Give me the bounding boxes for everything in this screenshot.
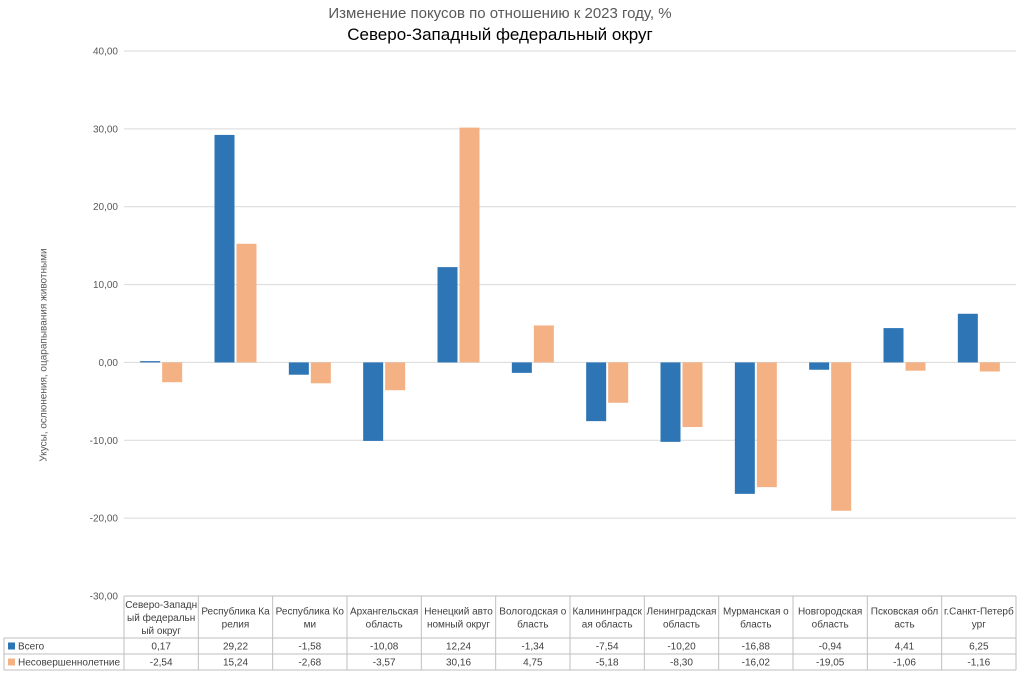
- category-label: ург: [972, 620, 986, 631]
- data-label: -8,30: [670, 658, 693, 669]
- data-label: 6,25: [969, 642, 989, 653]
- category-label: Республика Ка: [201, 606, 270, 618]
- bar-minors: [831, 362, 852, 511]
- category-label: номный округ: [427, 620, 490, 631]
- chart-title-block: Изменение покусов по отношению к 2023 го…: [0, 4, 1000, 46]
- data-label: -1,34: [521, 642, 544, 653]
- category-label: Калининградск: [572, 607, 642, 618]
- legend-label: Всего: [18, 642, 45, 653]
- bar-total: [437, 267, 458, 363]
- data-label: 29,22: [223, 642, 248, 653]
- data-label: -10,08: [370, 642, 399, 653]
- y-tick-label: 0,00: [99, 358, 119, 369]
- chart-title: Изменение покусов по отношению к 2023 го…: [328, 5, 672, 22]
- bar-total: [288, 362, 309, 375]
- category-label: бласть: [517, 619, 548, 631]
- y-tick-label: 10,00: [93, 280, 118, 291]
- bar-total: [957, 313, 978, 363]
- legend-label: Несовершеннолетние: [18, 658, 121, 669]
- data-label: -19,05: [816, 658, 845, 669]
- bar-minors: [459, 127, 480, 363]
- data-label: -16,02: [742, 658, 771, 669]
- y-tick-label: 30,00: [93, 124, 118, 135]
- y-tick-label: -30,00: [90, 592, 119, 603]
- data-label: -3,57: [373, 658, 396, 669]
- bar-minors: [533, 325, 554, 363]
- bar-total: [586, 362, 607, 422]
- bar-total: [734, 362, 755, 494]
- data-label: -10,20: [667, 642, 696, 653]
- bar-minors: [682, 362, 703, 428]
- data-label: -1,06: [893, 658, 916, 669]
- data-label: -0,94: [819, 642, 842, 653]
- data-label: 30,16: [446, 658, 471, 669]
- category-label: Северо-Западн: [125, 600, 197, 611]
- bar-minors: [979, 362, 1000, 372]
- data-label: 12,24: [446, 642, 471, 653]
- category-label: Ленинградская: [647, 607, 717, 618]
- category-label: область: [663, 619, 700, 631]
- bar-minors: [236, 243, 257, 363]
- category-label: Республика Ко: [276, 606, 345, 618]
- category-label: ый федеральн: [127, 612, 195, 624]
- bar-minors: [608, 362, 629, 403]
- bar-minors: [310, 362, 331, 384]
- bar-total: [363, 362, 384, 441]
- category-label: Вологодская о: [499, 607, 566, 618]
- bar-total: [809, 362, 830, 370]
- category-label: Псковская обл: [871, 606, 939, 618]
- data-label: 0,17: [151, 642, 171, 653]
- category-label: Архангельская: [350, 607, 418, 618]
- category-label: область: [366, 619, 403, 631]
- data-label: -2,54: [150, 658, 173, 669]
- bar-minors: [162, 362, 183, 383]
- category-label: асть: [894, 620, 914, 631]
- bar-total: [214, 134, 235, 363]
- legend-key-minors: [8, 658, 15, 666]
- data-label: -1,58: [298, 642, 321, 653]
- category-label: бласть: [740, 619, 771, 631]
- category-label: Мурманская о: [723, 607, 789, 618]
- category-label: Ненецкий авто: [424, 607, 493, 618]
- y-tick-label: 40,00: [93, 47, 118, 58]
- bar-total: [511, 362, 532, 373]
- data-label: -5,18: [596, 658, 619, 669]
- y-tick-label: -10,00: [90, 436, 119, 447]
- category-label: область: [812, 619, 849, 631]
- data-label: 4,41: [895, 642, 915, 653]
- category-label: релия: [222, 620, 250, 631]
- data-label: 4,75: [523, 658, 543, 669]
- category-label: Новгородская: [798, 607, 862, 618]
- data-label: -16,88: [742, 642, 771, 653]
- bar-minors: [905, 362, 926, 371]
- data-label: -1,16: [967, 658, 990, 669]
- category-label: ая область: [582, 619, 633, 631]
- bar-total: [140, 361, 161, 363]
- category-label: г.Санкт-Петерб: [944, 606, 1014, 618]
- data-label: 15,24: [223, 658, 248, 669]
- chart-subtitle: Северо-Западный федеральный округ: [347, 25, 653, 44]
- legend-key-total: [8, 642, 15, 650]
- category-label: ми: [304, 620, 316, 631]
- data-label: -7,54: [596, 642, 619, 653]
- data-label: -2,68: [298, 658, 321, 669]
- bar-total: [883, 328, 904, 363]
- bar-total: [660, 362, 681, 442]
- y-tick-label: 20,00: [93, 202, 118, 213]
- bar-minors: [385, 362, 406, 391]
- category-label: ый округ: [141, 626, 181, 637]
- y-tick-label: -20,00: [90, 514, 119, 525]
- bar-minors: [756, 362, 777, 488]
